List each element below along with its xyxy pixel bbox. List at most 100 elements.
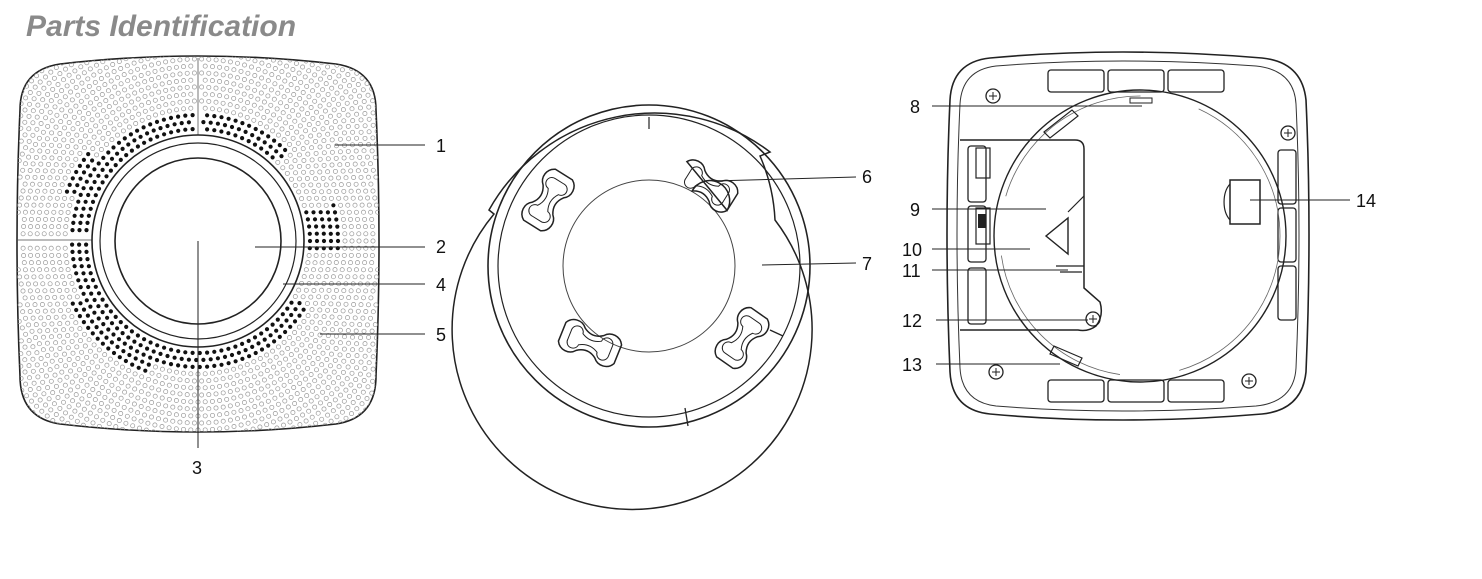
grille-hole (315, 356, 321, 361)
grille-hole (349, 106, 355, 112)
grille-hole (64, 393, 70, 399)
grille-hole (95, 336, 100, 341)
grille-hole (313, 150, 319, 156)
grille-hole (23, 315, 28, 321)
grille-hole (90, 146, 96, 152)
grille-hole (65, 143, 71, 149)
grille-hole (325, 385, 331, 391)
grille-hole (248, 79, 254, 85)
grille-hole (368, 209, 374, 215)
grille-hole (39, 408, 45, 414)
grille-hole (84, 94, 90, 100)
grille-hole (261, 99, 267, 105)
release-tab (1229, 179, 1261, 225)
grille-hole (252, 404, 258, 409)
grille-hole (27, 309, 33, 314)
grille-hole (332, 267, 338, 273)
grille-hole (82, 133, 88, 139)
grille-hole (18, 195, 24, 201)
grille-hole (329, 162, 335, 168)
grille-hole (53, 340, 59, 346)
grille-hole (149, 62, 154, 68)
grille-hole (62, 51, 66, 55)
grille-hole (30, 356, 36, 362)
grille-hole (100, 341, 105, 346)
grille-hole (34, 126, 40, 132)
grille-hole (125, 383, 131, 389)
grille-hole (105, 72, 111, 78)
grille-hole (357, 195, 363, 201)
grille-hole (69, 196, 75, 201)
grille-hole (361, 328, 367, 334)
grille-hole (321, 224, 326, 229)
grille-hole (55, 82, 61, 87)
grille-hole (64, 374, 70, 380)
callout-8: 8 (910, 97, 920, 117)
grille-hole (224, 94, 230, 100)
grille-hole (227, 389, 233, 395)
grille-hole (191, 406, 197, 412)
grille-hole (269, 72, 275, 78)
grille-hole (34, 350, 40, 356)
grille-hole (45, 202, 51, 208)
grille-hole (20, 288, 26, 294)
grille-hole (311, 127, 317, 133)
grille-hole (246, 139, 251, 144)
grille-hole (304, 210, 309, 215)
grille-hole (145, 420, 151, 426)
grille-hole (124, 63, 130, 69)
grille-hole (188, 413, 194, 419)
grille-hole (17, 267, 21, 273)
grille-hole (95, 364, 101, 370)
grille-hole (341, 346, 347, 352)
grille-hole (165, 123, 170, 129)
grille-hole (142, 337, 147, 342)
grille-hole (31, 202, 37, 208)
grille-hole (309, 274, 314, 280)
grille-hole (45, 328, 51, 334)
grille-hole (338, 202, 344, 208)
grille-hole (96, 316, 101, 321)
callout-10: 10 (902, 240, 922, 260)
grille-hole (81, 206, 86, 211)
grille-hole (22, 107, 28, 113)
grille-hole (76, 278, 81, 283)
grille-hole (256, 341, 261, 346)
grille-hole (202, 91, 208, 97)
grille-hole (331, 182, 337, 188)
grille-hole (138, 418, 144, 424)
grille-hole (217, 369, 222, 375)
grille-hole (152, 56, 158, 60)
grille-hole (111, 350, 117, 356)
grille-hole (268, 49, 272, 53)
grille-hole (325, 412, 331, 418)
grille-hole (291, 92, 297, 97)
grille-hole (79, 213, 84, 218)
grille-hole (99, 92, 105, 97)
grille-hole (298, 79, 304, 85)
grille-hole (116, 370, 122, 376)
grille-hole (329, 339, 335, 345)
grille-hole (304, 301, 310, 306)
grille-hole (363, 231, 369, 237)
grille-hole (371, 68, 377, 74)
grille-hole (97, 408, 103, 414)
grille-hole (292, 358, 298, 364)
grille-hole (368, 295, 374, 301)
grille-hole (303, 128, 309, 134)
grille-hole (320, 217, 325, 222)
grille-hole (128, 69, 134, 75)
grille-hole (50, 216, 56, 222)
grille-hole (235, 60, 240, 66)
grille-hole (42, 188, 48, 194)
grille-hole (41, 245, 47, 251)
grille-hole (302, 74, 308, 80)
grille-hole (217, 107, 222, 113)
grille-hole (341, 78, 347, 84)
grille-hole (350, 428, 356, 432)
grille-hole (116, 59, 122, 64)
grille-hole (284, 63, 289, 69)
grille-hole (43, 373, 49, 379)
grille-hole (240, 356, 245, 361)
grille-hole (300, 330, 306, 336)
